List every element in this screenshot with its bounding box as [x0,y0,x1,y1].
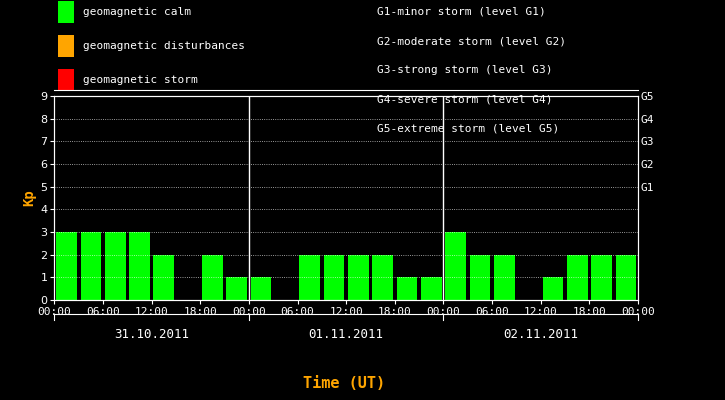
Bar [470,255,490,300]
Bar [542,277,563,300]
Text: G2-moderate storm (level G2): G2-moderate storm (level G2) [377,36,566,46]
Text: G5-extreme storm (level G5): G5-extreme storm (level G5) [377,124,559,134]
Text: 01.11.2011: 01.11.2011 [309,328,384,340]
Bar [129,232,150,300]
Bar [397,277,418,300]
Text: Time (UT): Time (UT) [303,376,386,392]
Bar [105,232,125,300]
Bar [421,277,442,300]
Text: geomagnetic storm: geomagnetic storm [83,75,197,85]
Text: G4-severe storm (level G4): G4-severe storm (level G4) [377,95,552,105]
Y-axis label: Kp: Kp [22,190,36,206]
Bar [591,255,612,300]
Text: G1-minor storm (level G1): G1-minor storm (level G1) [377,7,546,17]
Bar [323,255,344,300]
Bar [348,255,369,300]
Bar [567,255,587,300]
Bar [445,232,466,300]
Text: geomagnetic disturbances: geomagnetic disturbances [83,41,244,51]
Bar [226,277,247,300]
Bar [616,255,636,300]
Bar [57,232,77,300]
Bar [299,255,320,300]
Bar [373,255,393,300]
Bar [494,255,515,300]
Text: 31.10.2011: 31.10.2011 [114,328,189,340]
Bar [80,232,102,300]
Text: geomagnetic calm: geomagnetic calm [83,7,191,17]
Bar [154,255,174,300]
Bar [251,277,271,300]
Text: G3-strong storm (level G3): G3-strong storm (level G3) [377,66,552,76]
Bar [202,255,223,300]
Text: 02.11.2011: 02.11.2011 [503,328,579,340]
